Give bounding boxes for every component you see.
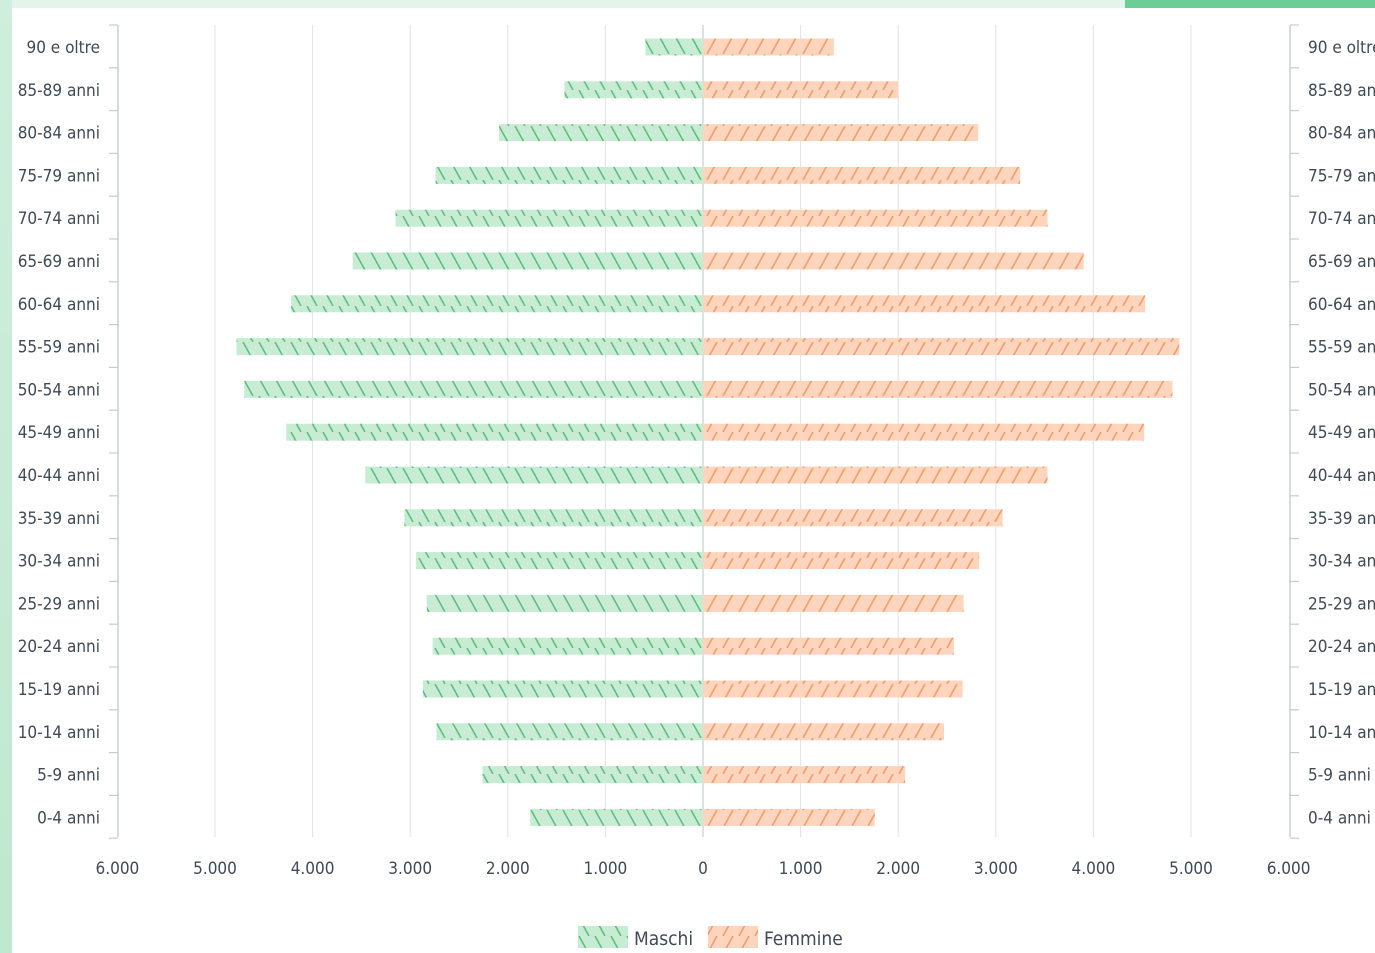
frame-left-strip <box>0 0 12 953</box>
bar-maschi <box>499 124 703 142</box>
category-label-left: 35-39 anni <box>18 509 100 529</box>
bar-maschi <box>236 338 704 356</box>
category-label-left: 65-69 anni <box>18 252 100 272</box>
category-label-right: 75-79 anni <box>1308 166 1375 186</box>
bar-femmine <box>703 766 906 784</box>
bar-maschi <box>395 209 703 227</box>
bar-maschi <box>286 423 703 441</box>
legend-label-femmine: Femmine <box>764 928 843 950</box>
category-label-right: 0-4 anni <box>1308 808 1371 828</box>
category-label-left: 20-24 anni <box>18 637 100 657</box>
bar-femmine <box>703 723 945 741</box>
category-label-right: 70-74 anni <box>1308 209 1375 229</box>
bar-femmine <box>703 295 1146 313</box>
category-label-right: 90 e oltre <box>1308 38 1375 58</box>
category-label-right: 60-64 anni <box>1308 295 1375 315</box>
bar-maschi <box>352 252 703 270</box>
category-label-right: 25-29 anni <box>1308 594 1375 614</box>
bar-maschi <box>482 766 703 784</box>
bar-maschi <box>365 466 703 484</box>
bar-femmine <box>703 680 963 698</box>
category-label-left: 10-14 anni <box>18 723 100 743</box>
category-label-right: 65-69 anni <box>1308 252 1375 272</box>
category-label-right: 45-49 anni <box>1308 423 1375 443</box>
category-label-right: 10-14 anni <box>1308 723 1375 743</box>
category-label-left: 5-9 anni <box>37 766 100 786</box>
category-label-right: 35-39 anni <box>1308 509 1375 529</box>
category-label-right: 5-9 anni <box>1308 766 1371 786</box>
bar-femmine <box>703 209 1048 227</box>
bar-femmine <box>703 81 899 99</box>
category-label-right: 50-54 anni <box>1308 380 1375 400</box>
x-tick-label: 3.000 <box>388 859 432 879</box>
bar-femmine <box>703 552 980 570</box>
category-label-right: 40-44 anni <box>1308 466 1375 486</box>
x-tick-label: 1.000 <box>779 859 823 879</box>
x-tick-label: 6.000 <box>96 859 140 879</box>
bar-maschi <box>422 680 703 698</box>
category-label-right: 85-89 anni <box>1308 81 1375 101</box>
bar-maschi <box>432 637 703 655</box>
x-tick-label: 0 <box>698 859 708 879</box>
bar-femmine <box>703 637 954 655</box>
category-label-left: 25-29 anni <box>18 594 100 614</box>
category-label-left: 45-49 anni <box>18 423 100 443</box>
legend-label-maschi: Maschi <box>634 928 693 950</box>
category-label-left: 60-64 anni <box>18 295 100 315</box>
bar-femmine <box>703 338 1180 356</box>
category-label-left: 15-19 anni <box>18 680 100 700</box>
x-tick-label: 5.000 <box>1169 859 1213 879</box>
bar-femmine <box>703 124 979 142</box>
category-label-left: 70-74 anni <box>18 209 100 229</box>
bar-femmine <box>703 166 1021 184</box>
bar-femmine <box>703 38 834 56</box>
category-label-right: 55-59 anni <box>1308 338 1375 358</box>
category-label-right: 15-19 anni <box>1308 680 1375 700</box>
category-label-right: 30-34 anni <box>1308 552 1375 572</box>
frame-corner-accent <box>1125 0 1375 8</box>
bar-femmine <box>703 594 964 612</box>
category-label-right: 20-24 anni <box>1308 637 1375 657</box>
bar-maschi <box>435 166 703 184</box>
category-label-left: 50-54 anni <box>18 380 100 400</box>
x-tick-label: 5.000 <box>193 859 237 879</box>
x-tick-label: 4.000 <box>291 859 335 879</box>
x-tick-label: 4.000 <box>1072 859 1116 879</box>
category-label-left: 90 e oltre <box>26 38 100 58</box>
bar-femmine <box>703 380 1173 398</box>
category-label-right: 80-84 anni <box>1308 124 1375 144</box>
frame-top-strip <box>0 0 1375 8</box>
category-label-left: 85-89 anni <box>18 81 100 101</box>
bar-femmine <box>703 509 1003 527</box>
category-label-left: 55-59 anni <box>18 338 100 358</box>
bar-maschi <box>404 509 703 527</box>
bar-maschi <box>244 380 703 398</box>
bar-maschi <box>564 81 703 99</box>
category-label-left: 30-34 anni <box>18 552 100 572</box>
bar-maschi <box>426 594 703 612</box>
x-tick-label: 2.000 <box>876 859 920 879</box>
category-label-left: 0-4 anni <box>37 808 100 828</box>
bar-maschi <box>530 808 703 826</box>
x-tick-label: 2.000 <box>486 859 530 879</box>
bar-femmine <box>703 423 1145 441</box>
x-tick-label: 1.000 <box>584 859 628 879</box>
category-label-left: 80-84 anni <box>18 124 100 144</box>
x-tick-label: 6.000 <box>1267 859 1311 879</box>
legend-swatch-femmine <box>708 926 758 948</box>
bar-maschi <box>291 295 703 313</box>
bar-maschi <box>645 38 703 56</box>
bar-maschi <box>416 552 703 570</box>
bar-femmine <box>703 808 875 826</box>
bar-femmine <box>703 252 1084 270</box>
x-tick-label: 3.000 <box>974 859 1018 879</box>
bar-maschi <box>436 723 703 741</box>
category-label-left: 40-44 anni <box>18 466 100 486</box>
bar-femmine <box>703 466 1048 484</box>
category-label-left: 75-79 anni <box>18 166 100 186</box>
legend-swatch-maschi <box>578 926 628 948</box>
